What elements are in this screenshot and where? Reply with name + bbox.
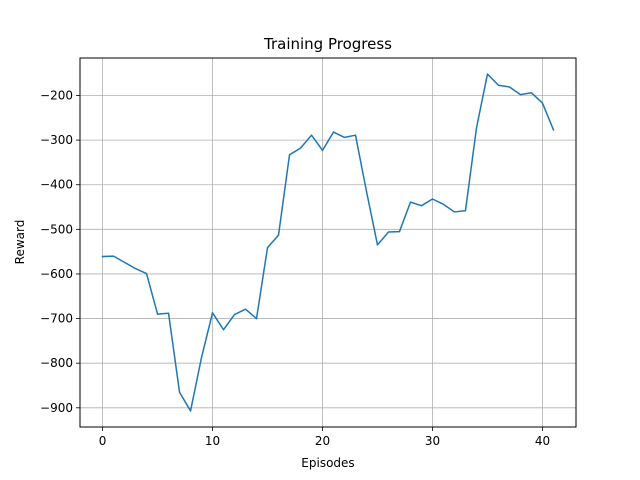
data-series	[101, 73, 555, 412]
data-point	[365, 190, 368, 193]
data-point	[233, 313, 236, 316]
y-tick-label: −800	[40, 356, 73, 370]
data-point	[354, 134, 357, 136]
y-tick-label: −900	[40, 401, 73, 415]
data-point	[321, 149, 324, 151]
data-point	[398, 230, 401, 233]
data-point	[387, 231, 390, 233]
data-point	[409, 201, 412, 203]
data-point	[112, 255, 115, 257]
x-tick-label: 20	[315, 434, 330, 448]
data-point	[123, 261, 126, 263]
data-point	[288, 154, 291, 156]
data-point	[486, 73, 489, 75]
data-point	[178, 391, 181, 393]
data-point	[134, 268, 137, 270]
series-line-0	[101, 73, 555, 412]
y-axis-title: Reward	[13, 220, 27, 265]
plot-area-frame	[79, 57, 577, 428]
data-point	[541, 102, 544, 104]
data-point	[453, 211, 456, 213]
data-point	[442, 203, 445, 205]
data-point	[101, 255, 104, 258]
x-tick-label: 0	[99, 434, 107, 448]
data-point	[530, 92, 533, 94]
y-tick-label: −300	[40, 133, 73, 147]
data-point	[332, 131, 335, 133]
data-point	[497, 84, 500, 86]
data-point	[255, 317, 258, 320]
data-point	[266, 247, 269, 249]
y-tick-label: −200	[40, 88, 73, 102]
data-point	[145, 272, 148, 275]
x-axis-title: Episodes	[301, 456, 354, 470]
y-axis-ticks: −900 −800 −700 −600 −500 −400 −300 −200	[40, 88, 80, 415]
x-tick-label: 30	[425, 434, 440, 448]
y-tick-label: −600	[40, 267, 73, 281]
x-tick-label: 40	[535, 434, 550, 448]
data-point	[519, 93, 522, 96]
chart-title: Training Progress	[263, 35, 392, 53]
data-point	[156, 313, 159, 315]
x-axis-ticks: 0 10 20 30 40	[99, 427, 550, 448]
data-point	[475, 127, 478, 129]
data-point	[420, 205, 423, 207]
data-point	[299, 147, 302, 149]
data-point	[508, 86, 511, 88]
y-tick-label: −700	[40, 312, 73, 326]
data-point	[167, 312, 170, 314]
y-tick-label: −400	[40, 178, 73, 192]
data-point	[376, 244, 379, 246]
data-point	[222, 329, 225, 331]
data-point	[189, 410, 192, 412]
data-point	[200, 356, 203, 358]
data-point	[464, 210, 467, 212]
data-point	[310, 134, 313, 136]
y-tick-label: −500	[40, 222, 73, 236]
data-point	[277, 234, 280, 236]
data-point	[343, 136, 346, 139]
data-point	[244, 308, 247, 310]
grid-lines	[80, 58, 576, 427]
data-point	[211, 312, 214, 314]
x-tick-label: 10	[205, 434, 220, 448]
data-point	[552, 129, 555, 131]
data-point	[431, 198, 434, 200]
